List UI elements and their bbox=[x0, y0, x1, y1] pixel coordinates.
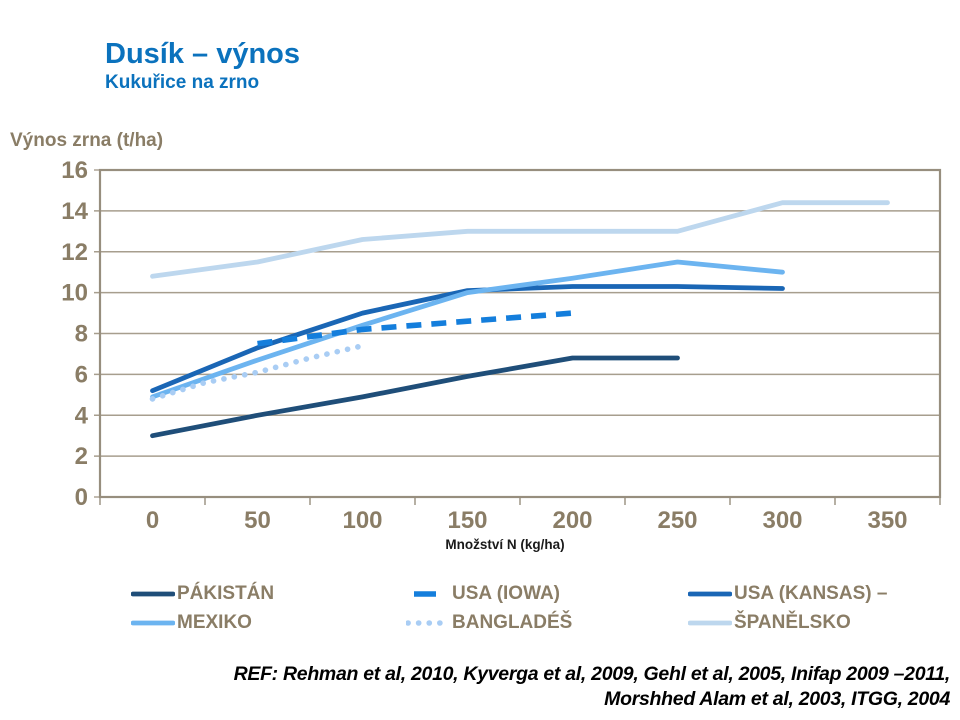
y-tick-label: 2 bbox=[75, 443, 88, 470]
x-tick-label: 350 bbox=[867, 507, 907, 534]
y-tick-label: 4 bbox=[75, 402, 89, 429]
x-tick-label: 150 bbox=[447, 507, 487, 534]
series-banglad- bbox=[149, 342, 366, 402]
x-tick-label: 300 bbox=[762, 507, 802, 534]
reference-text: REF: Rehman et al, 2010, Kyverga et al, … bbox=[233, 662, 951, 712]
y-tick-label: 14 bbox=[61, 198, 88, 225]
x-tick-label: 50 bbox=[244, 507, 271, 534]
page-subtitle: Kukuřice na zrno bbox=[105, 72, 260, 93]
y-axis-title: Výnos zrna (t/ha) bbox=[10, 130, 164, 151]
reference-line-2: Morshhed Alam et al, 2003, ITGG, 2004 bbox=[604, 688, 950, 710]
y-tick-label: 12 bbox=[61, 239, 88, 266]
reference-line-1: REF: Rehman et al, 2010, Kyverga et al, … bbox=[233, 663, 951, 685]
x-axis-title: Množství N (kg/ha) bbox=[445, 537, 564, 552]
x-tick-label: 200 bbox=[552, 507, 592, 534]
series-usa-iowa- bbox=[257, 310, 573, 347]
series-mexiko bbox=[150, 259, 785, 400]
y-tick-label: 0 bbox=[75, 484, 88, 511]
y-tick-label: 8 bbox=[75, 321, 88, 348]
x-tick-label: 100 bbox=[342, 507, 382, 534]
page-title: Dusík – výnos bbox=[105, 38, 301, 70]
x-tick-label: 250 bbox=[657, 507, 697, 534]
y-tick-label: 10 bbox=[61, 280, 88, 307]
x-tick-label: 0 bbox=[146, 507, 159, 534]
y-tick-label: 6 bbox=[75, 361, 88, 388]
series--pan-lsko bbox=[150, 200, 890, 279]
y-tick-label: 16 bbox=[61, 157, 88, 184]
series-p-kist-n bbox=[150, 355, 680, 439]
